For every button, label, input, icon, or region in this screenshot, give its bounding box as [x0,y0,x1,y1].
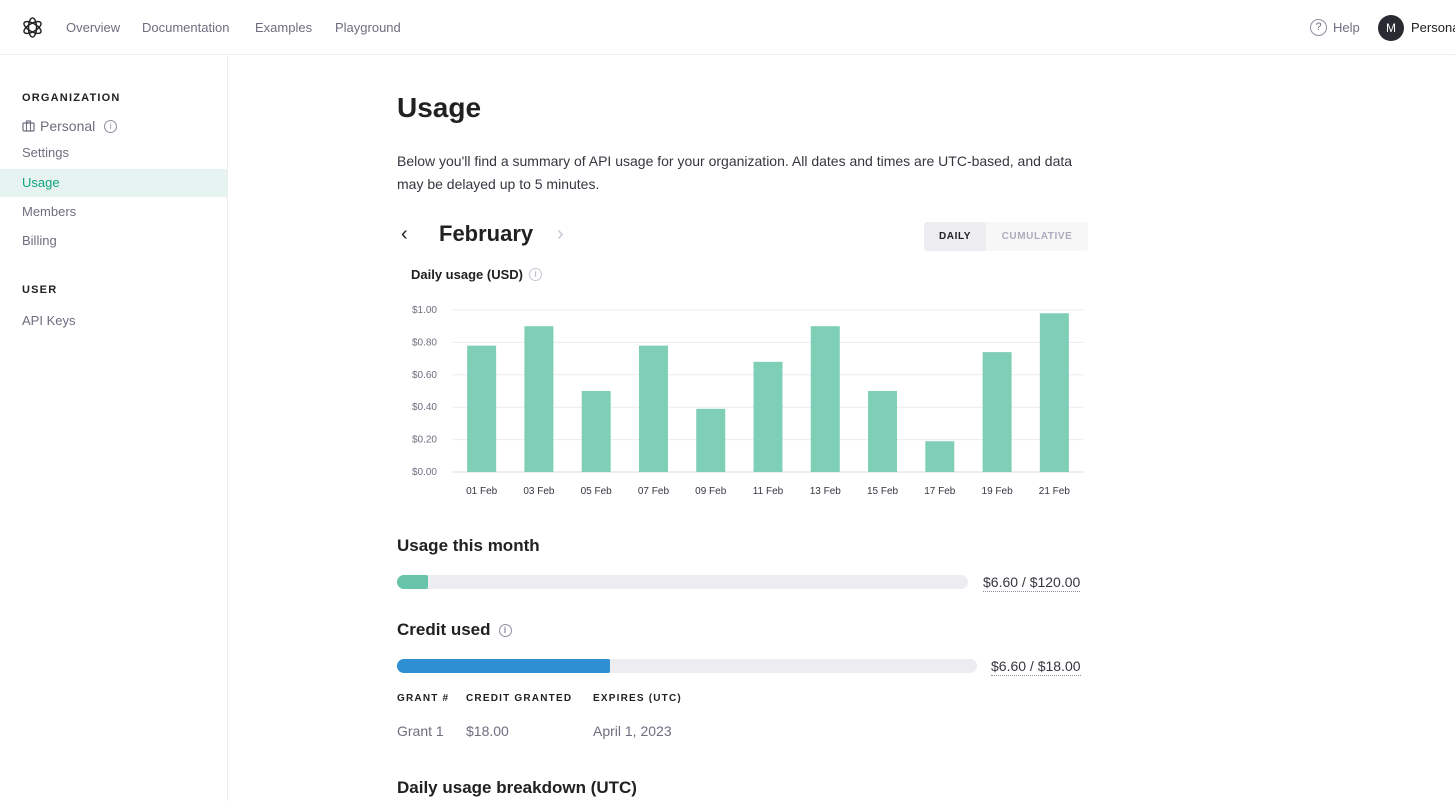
org-name: Personal [40,118,96,134]
credit-progress-track [397,659,977,673]
credit-used-title: Credit used i [397,620,512,640]
usage-month-label: Usage this month [397,536,540,555]
x-tick-label: 17 Feb [924,486,956,497]
x-tick-label: 15 Feb [867,486,899,497]
credit-amount[interactable]: $6.60 / $18.00 [991,658,1081,676]
view-toggle: DAILY CUMULATIVE [924,222,1088,251]
x-tick-label: 11 Feb [753,486,784,497]
chevron-right-icon[interactable]: › [557,223,564,245]
chart-bar [982,352,1012,472]
usage-amount[interactable]: $6.60 / $120.00 [983,574,1081,592]
toggle-daily[interactable]: DAILY [924,222,986,251]
sidebar: ORGANIZATION Personal i Settings Usage M… [0,56,228,801]
help-link[interactable]: ? Help [1310,19,1360,36]
sidebar-item-api-keys[interactable]: API Keys [22,313,76,328]
x-tick-label: 21 Feb [1039,486,1071,497]
chart-bar [581,391,611,472]
help-label: Help [1333,20,1360,35]
org-heading: ORGANIZATION [22,92,121,104]
chart-bar [925,441,955,472]
chevron-left-icon[interactable]: ‹ [401,223,408,245]
grant-expires-cell: April 1, 2023 [593,723,672,739]
openai-logo-icon[interactable] [21,16,44,39]
usage-progress-fill [397,575,429,589]
credit-used-label: Credit used [397,620,491,639]
intro-text: Below you'll find a summary of API usage… [397,153,1073,192]
info-icon[interactable]: i [528,268,542,281]
sidebar-item-members[interactable]: Members [22,204,77,219]
avatar[interactable]: M [1378,15,1404,41]
grant-credit-cell: $18.00 [466,723,509,739]
x-tick-label: 13 Feb [810,486,842,497]
month-label: February [439,221,534,246]
sidebar-item-settings[interactable]: Settings [22,145,69,160]
chart-bar [810,326,840,472]
question-icon: ? [1310,19,1327,36]
breakdown-label: Daily usage breakdown (UTC) [397,778,637,797]
x-tick-label: 03 Feb [523,486,555,497]
x-tick-label: 01 Feb [466,486,498,497]
y-tick-label: $1.00 [412,305,437,316]
x-tick-label: 07 Feb [638,486,670,497]
page-title: Usage [397,92,482,123]
breakdown-title: Daily usage breakdown (UTC) [397,778,637,798]
sidebar-item-billing[interactable]: Billing [22,233,57,248]
x-tick-label: 09 Feb [695,486,727,497]
chart-bar [1039,313,1069,472]
daily-usage-chart: $0.00 $0.20 $0.40 $0.60 $0.80 $1.00 01 Feb 03 F… [412,305,1083,497]
chart-bar [524,326,554,472]
grant-header-credit: CREDIT GRANTED [466,693,573,704]
chart-bar [696,408,726,472]
chart-bar [467,345,497,472]
grant-header-number: GRANT # [397,693,450,704]
info-icon[interactable]: i [498,623,512,637]
sidebar-item-usage[interactable]: Usage [0,169,227,197]
top-nav: Overview Documentation Examples Playgrou… [0,0,1455,55]
usage-month-title: Usage this month [397,536,540,556]
usage-progress-track [397,575,968,589]
nav-examples[interactable]: Examples [255,20,313,35]
x-tick-label: 19 Feb [982,486,1014,497]
org-selector[interactable]: Personal i [22,118,118,134]
chart-bar [868,391,898,472]
chart-title-label: Daily usage (USD) [411,267,523,282]
credit-progress-fill [397,659,610,673]
nav-documentation[interactable]: Documentation [142,20,230,35]
briefcase-icon [22,120,35,132]
nav-playground[interactable]: Playground [335,20,401,35]
y-tick-label: $0.20 [412,435,437,446]
grant-number-cell: Grant 1 [397,723,444,739]
y-tick-label: $0.80 [412,337,437,348]
chart-title: Daily usage (USD) i [411,267,542,282]
y-tick-label: $0.00 [412,467,437,478]
chart-bar [753,361,783,472]
grant-header-expires: EXPIRES (UTC) [593,693,682,704]
chart-bar [638,345,668,472]
y-tick-label: $0.60 [412,370,437,381]
info-icon[interactable]: i [104,119,118,133]
nav-overview[interactable]: Overview [66,20,121,35]
toggle-cumulative[interactable]: CUMULATIVE [1001,231,1073,242]
x-tick-label: 05 Feb [581,486,613,497]
user-heading: USER [22,284,58,296]
account-name[interactable]: Personal [1411,20,1455,35]
y-tick-label: $0.40 [412,402,437,413]
